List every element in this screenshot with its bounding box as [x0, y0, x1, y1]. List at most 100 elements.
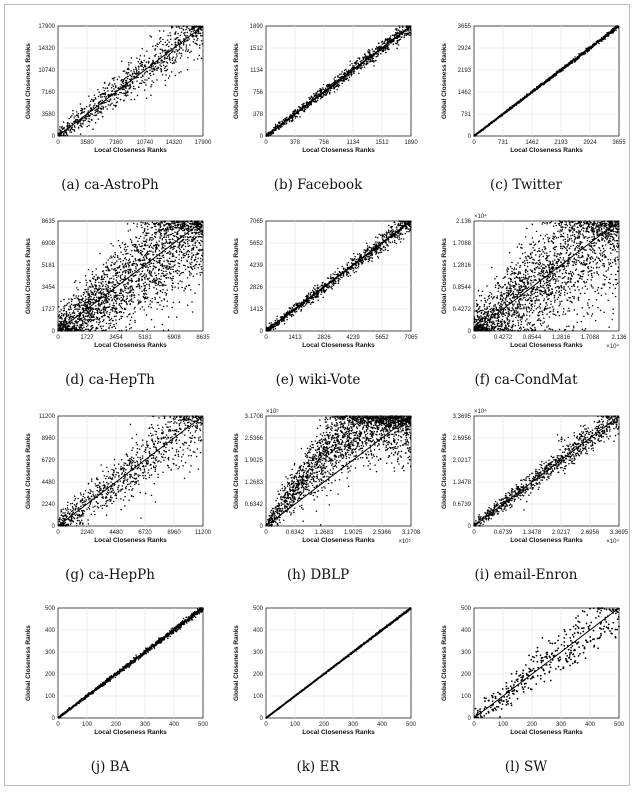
data-point: [184, 268, 187, 271]
data-point: [153, 277, 155, 280]
data-point: [87, 120, 90, 122]
data-point: [134, 311, 136, 313]
data-point: [157, 284, 159, 286]
data-point: [142, 292, 145, 295]
data-point: [89, 314, 92, 317]
data-point: [79, 133, 82, 135]
data-point: [77, 320, 80, 323]
y-tick-label: 6908: [42, 241, 56, 247]
data-point: [148, 60, 150, 63]
data-point: [94, 122, 97, 124]
data-point: [125, 326, 127, 328]
data-point: [58, 314, 61, 316]
data-point: [302, 105, 305, 107]
data-point: [161, 74, 164, 76]
data-point: [322, 88, 324, 90]
data-point: [103, 95, 106, 98]
data-point: [119, 288, 122, 290]
data-point: [115, 283, 117, 286]
data-point: [140, 64, 142, 66]
data-point: [165, 69, 168, 72]
data-point: [152, 269, 154, 271]
data-point: [78, 315, 81, 318]
data-point: [175, 31, 177, 33]
data-point: [153, 266, 156, 268]
data-point: [378, 45, 381, 48]
data-point: [91, 270, 94, 273]
data-point: [95, 110, 97, 112]
data-point: [78, 301, 81, 303]
data-point: [343, 72, 346, 74]
data-point: [102, 86, 104, 89]
data-point: [169, 247, 172, 250]
data-point: [156, 67, 158, 70]
data-point: [173, 51, 176, 53]
data-point: [199, 248, 201, 251]
data-point: [173, 255, 175, 257]
data-point: [124, 250, 127, 252]
data-point: [125, 287, 127, 290]
data-point: [310, 102, 312, 105]
data-point: [338, 82, 340, 84]
subfigure-caption: (a) ca-AstroPh: [61, 177, 159, 193]
data-point: [73, 314, 75, 317]
data-point: [155, 284, 157, 286]
data-point: [131, 289, 133, 292]
x-tick-label: 1462: [525, 140, 539, 146]
scatter-plot: 0 378 756 1134 1512 18900378756113415121890Lo…: [233, 24, 418, 154]
data-point: [136, 72, 139, 75]
data-point: [74, 115, 76, 117]
data-point: [194, 258, 197, 261]
data-point: [164, 227, 167, 230]
data-point: [101, 329, 104, 332]
data-point: [101, 93, 103, 96]
data-point: [131, 264, 133, 266]
data-point: [117, 87, 120, 89]
data-point: [123, 308, 126, 310]
data-point: [170, 233, 173, 235]
data-point: [350, 73, 352, 76]
data-point: [175, 256, 177, 259]
data-point: [91, 273, 94, 276]
data-point: [174, 286, 176, 288]
data-point: [110, 296, 112, 299]
data-point: [157, 223, 159, 226]
y-tick-label: 1512: [250, 46, 264, 52]
data-point: [107, 84, 110, 86]
data-point: [316, 99, 319, 101]
data-point: [140, 224, 142, 226]
data-point: [346, 75, 349, 77]
data-point: [116, 256, 119, 258]
data-point: [199, 271, 201, 274]
x-axis-label: Local Closeness Ranks: [94, 147, 167, 154]
data-point: [125, 291, 127, 294]
data-point: [136, 223, 138, 225]
data-point: [409, 31, 412, 34]
data-point: [331, 82, 334, 85]
data-point: [100, 309, 103, 312]
data-point: [316, 90, 319, 92]
data-point: [380, 52, 382, 55]
data-point: [335, 85, 338, 88]
data-point: [158, 229, 161, 232]
data-point: [70, 318, 73, 320]
data-point: [95, 291, 98, 293]
data-point: [101, 281, 104, 283]
data-point: [179, 223, 181, 225]
data-point: [327, 90, 330, 92]
data-point: [148, 239, 151, 241]
data-point: [149, 300, 152, 302]
data-point: [173, 220, 175, 223]
data-point: [161, 248, 163, 250]
data-point: [164, 41, 167, 43]
data-point: [90, 98, 93, 101]
data-point: [113, 305, 116, 307]
data-point: [180, 228, 183, 230]
data-point: [178, 258, 180, 260]
data-point: [63, 309, 65, 312]
data-point: [128, 64, 130, 66]
data-point: [303, 102, 305, 105]
data-point: [126, 77, 129, 80]
data-point: [138, 68, 140, 70]
data-point: [145, 293, 148, 295]
